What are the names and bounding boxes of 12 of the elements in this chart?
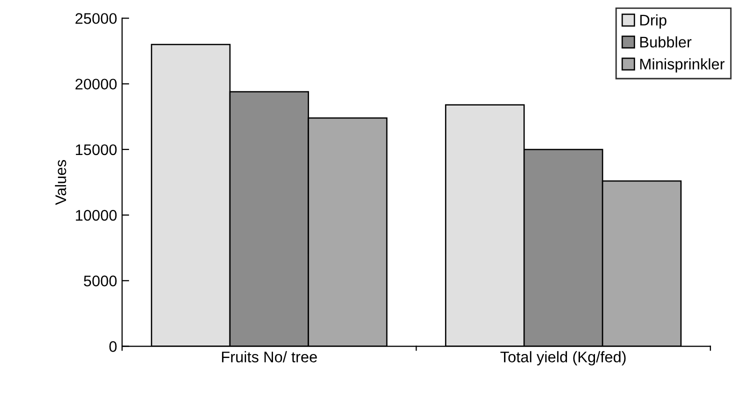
x-tick-label: Fruits No/ tree [222,351,317,362]
y-tick-label: 25000 [76,13,117,24]
y-tick-label: 5000 [84,276,117,286]
y-tick-label: 15000 [76,144,117,156]
x-tick-label: Total yield (Kg/fed) [500,351,626,366]
legend-label: Bubbler [640,36,692,48]
y-tick-label: 0 [109,341,117,352]
legend-label: Drip [640,14,666,29]
legend-label: Minisprinkler [640,58,725,73]
y-tick-label: 20000 [76,78,117,90]
y-axis-title: Values [54,160,66,205]
y-tick-label: 10000 [76,210,117,221]
